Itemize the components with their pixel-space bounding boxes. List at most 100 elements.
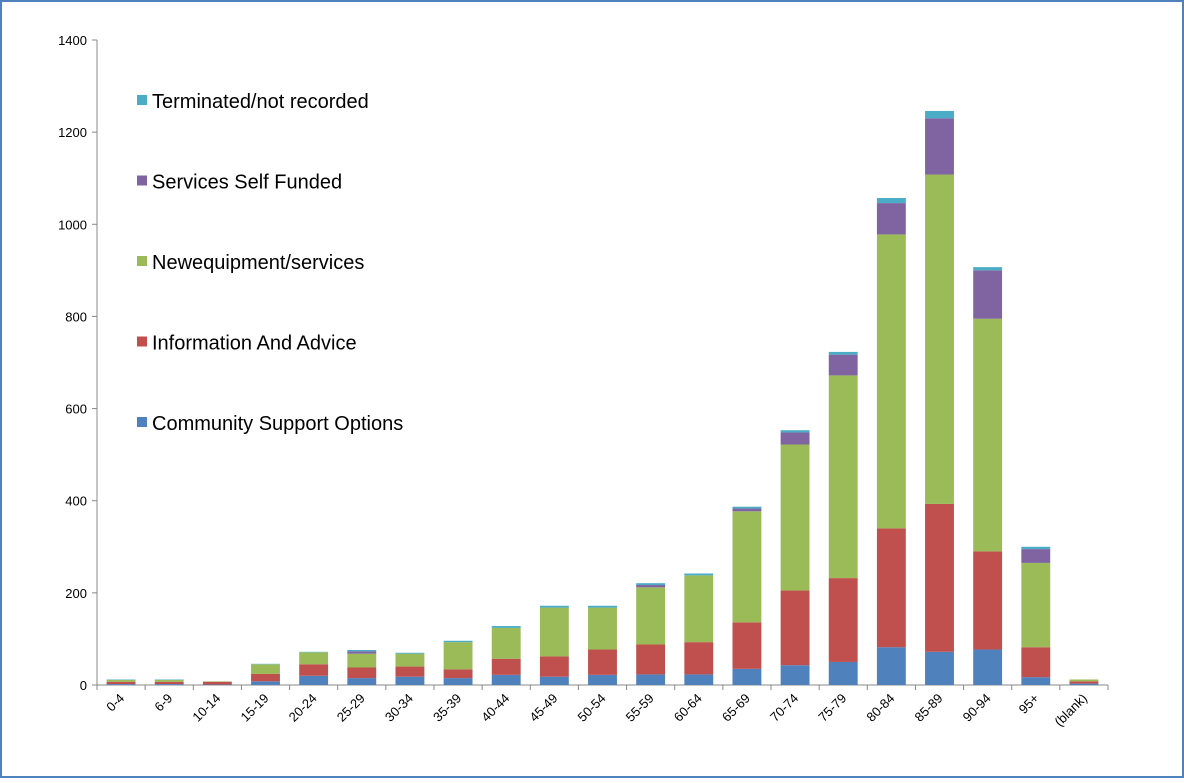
- bar-segment: [107, 682, 136, 684]
- bar-segment: [1069, 681, 1098, 683]
- bar-segment: [492, 659, 521, 675]
- y-tick-label: 0: [80, 678, 87, 693]
- bar-segment: [107, 684, 136, 685]
- bar-segment: [636, 583, 665, 585]
- legend-swatch: [137, 337, 147, 347]
- legend-label: Community Support Options: [152, 413, 403, 435]
- bar-segment: [781, 665, 810, 685]
- bar-segment: [540, 608, 569, 657]
- bar-segment: [299, 676, 328, 685]
- y-tick-label: 1400: [58, 33, 87, 48]
- bar-segment: [829, 352, 858, 355]
- y-tick-label: 200: [65, 586, 87, 601]
- bar-segment: [781, 430, 810, 432]
- legend-swatch: [137, 256, 147, 266]
- bar-segment: [588, 675, 617, 685]
- bar-segment: [588, 606, 617, 608]
- bar-segment: [395, 653, 424, 654]
- legend-swatch: [137, 95, 147, 105]
- bar-segment: [347, 654, 376, 668]
- bar-segment: [732, 509, 761, 512]
- bar-segment: [588, 650, 617, 675]
- bar-segment: [829, 375, 858, 578]
- bar-segment: [973, 319, 1002, 552]
- bar-segment: [444, 641, 473, 642]
- bar-segment: [636, 674, 665, 685]
- bar-segment: [684, 642, 713, 674]
- bar-segment: [492, 626, 521, 628]
- bar-segment: [251, 664, 280, 674]
- bar-segment: [636, 587, 665, 644]
- y-tick-label: 1200: [58, 125, 87, 140]
- bar-segment: [540, 656, 569, 676]
- bar-segment: [877, 528, 906, 647]
- y-tick-label: 1000: [58, 217, 87, 232]
- bar-segment: [588, 608, 617, 650]
- bar-segment: [973, 267, 1002, 270]
- bar-segment: [1021, 547, 1050, 549]
- bar-segment: [877, 647, 906, 685]
- y-tick-label: 400: [65, 494, 87, 509]
- bar-segment: [925, 118, 954, 174]
- bar-segment: [203, 682, 232, 685]
- bar-segment: [251, 681, 280, 685]
- bar-segment: [684, 674, 713, 685]
- bar-segment: [829, 578, 858, 662]
- bar-segment: [781, 433, 810, 445]
- legend-swatch: [137, 176, 147, 186]
- legend-label: Newequipment/services: [152, 252, 364, 274]
- bar-segment: [107, 680, 136, 682]
- bar-segment: [444, 669, 473, 678]
- bar-segment: [732, 511, 761, 622]
- bar-segment: [925, 504, 954, 652]
- bar-segment: [492, 675, 521, 685]
- bar-segment: [1021, 677, 1050, 685]
- legend-swatch: [137, 417, 147, 427]
- bar-segment: [299, 652, 328, 664]
- bar-segment: [973, 650, 1002, 685]
- bar-segment: [925, 111, 954, 118]
- y-tick-label: 600: [65, 402, 87, 417]
- legend-label: Terminated/not recorded: [152, 91, 369, 113]
- bar-segment: [973, 551, 1002, 649]
- bar-segment: [1069, 679, 1098, 681]
- bar-segment: [444, 642, 473, 669]
- bar-segment: [636, 585, 665, 587]
- bar-segment: [829, 355, 858, 376]
- bar-segment: [781, 591, 810, 666]
- bar-segment: [684, 575, 713, 642]
- bar-segment: [540, 606, 569, 608]
- bar-segment: [444, 678, 473, 685]
- bar-segment: [347, 651, 376, 653]
- bar-segment: [732, 622, 761, 669]
- bar-segment: [973, 270, 1002, 318]
- bar-segment: [877, 234, 906, 528]
- bar-segment: [636, 644, 665, 674]
- legend-label: Information And Advice: [152, 333, 357, 355]
- bar-segment: [829, 662, 858, 685]
- bar-segment: [347, 678, 376, 685]
- bar-segment: [1021, 563, 1050, 647]
- bar-segment: [925, 175, 954, 504]
- bar-segment: [925, 652, 954, 685]
- bar-segment: [540, 677, 569, 685]
- bar-segment: [155, 680, 184, 682]
- bar-segment: [684, 574, 713, 576]
- bar-segment: [732, 507, 761, 509]
- bar-segment: [877, 198, 906, 203]
- bar-segment: [1021, 549, 1050, 563]
- bar-segment: [251, 674, 280, 681]
- bar-segment: [347, 650, 376, 651]
- bar-segment: [299, 664, 328, 676]
- bar-segment: [395, 677, 424, 685]
- bar-segment: [781, 445, 810, 591]
- bar-segment: [1069, 684, 1098, 685]
- bar-segment: [877, 203, 906, 234]
- bar-segment: [395, 667, 424, 677]
- bar-segment: [492, 628, 521, 659]
- bar-segment: [155, 684, 184, 685]
- bar-segment: [1021, 647, 1050, 677]
- bar-segment: [155, 682, 184, 684]
- bar-segment: [347, 667, 376, 678]
